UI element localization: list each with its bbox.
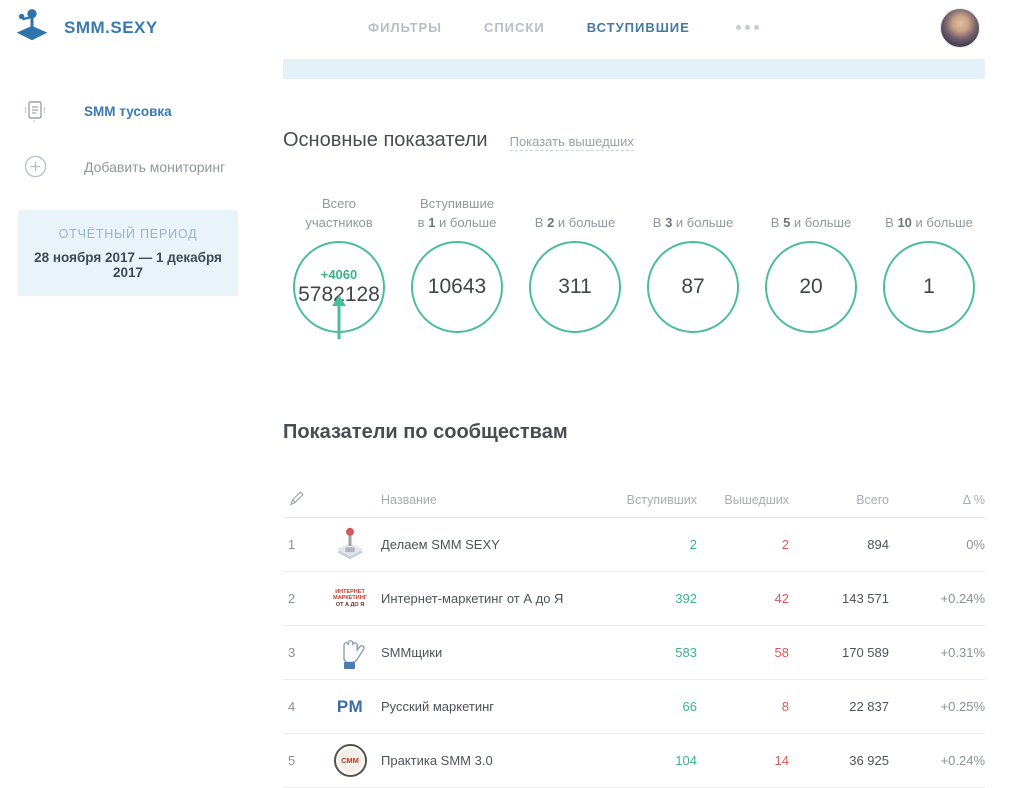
report-period-range: 28 ноября 2017 — 1 декабря 2017: [28, 250, 228, 280]
stat-label: В 3 и больше: [637, 194, 749, 232]
report-icon: [22, 99, 48, 123]
community-name[interactable]: Делаем SMM SEXY: [381, 537, 609, 552]
joined-count: 66: [609, 699, 697, 714]
stats-circles-row: Всегоучастников +40605782128 Вступившиев …: [283, 194, 985, 333]
delta-percent: +0.24%: [889, 591, 985, 606]
joined-count: 104: [609, 753, 697, 768]
table-row[interactable]: 1 Делаем SMM SEXY228940%: [283, 518, 985, 572]
section-title-communities: Показатели по сообществам: [283, 421, 985, 444]
left-count: 14: [697, 753, 789, 768]
up-arrow-icon: [330, 293, 348, 344]
app-logo[interactable]: SMM.SEXY: [0, 7, 280, 48]
table-row[interactable]: 5СММПрактика SMM 3.01041436 925+0.24%: [283, 734, 985, 788]
smm-badge-logo: СММ: [319, 744, 381, 777]
stat-circle: 311: [529, 241, 621, 333]
stat-circle: 87: [647, 241, 739, 333]
sidebar-item-label: Добавить мониторинг: [84, 159, 225, 175]
stat-circle: 20: [765, 241, 857, 333]
tab-lists[interactable]: СПИСКИ: [484, 20, 545, 35]
stat-value: 87: [681, 275, 704, 299]
stat-value: 20: [799, 275, 822, 299]
stat-value: 1: [923, 275, 935, 299]
stat-circle-block: В 2 и больше 311: [519, 194, 631, 333]
row-number: 4: [283, 699, 319, 714]
stat-circle-block: В 3 и больше 87: [637, 194, 749, 333]
glove-community-icon: [319, 635, 381, 671]
stat-growth-badge: +4060: [321, 267, 358, 282]
total-count: 143 571: [789, 591, 889, 606]
plus-circle-icon: [22, 155, 48, 178]
more-menu-icon[interactable]: [732, 21, 763, 34]
col-header-name[interactable]: Название: [381, 493, 609, 507]
sidebar-item-smm-tusovka[interactable]: SMM тусовка: [0, 99, 283, 123]
stat-circle-block: Вступившиев 1 и больше 10643: [401, 194, 513, 333]
stat-circle: 10643: [411, 241, 503, 333]
stat-circle: 1: [883, 241, 975, 333]
joystick-community-icon: [319, 527, 381, 563]
joystick-logo-icon: [14, 7, 50, 48]
communities-table: Название Вступивших Вышедших Всего Δ % 1…: [283, 482, 985, 788]
stat-circle-block: Всегоучастников +40605782128: [283, 194, 395, 333]
stat-value: 10643: [428, 275, 486, 299]
stat-label: В 10 и больше: [873, 194, 985, 232]
community-name[interactable]: Интернет-маркетинг от А до Я: [381, 591, 609, 606]
row-number: 3: [283, 645, 319, 660]
notification-bar: [283, 59, 985, 79]
edit-pencil-icon[interactable]: [283, 490, 319, 510]
joined-count: 2: [609, 537, 697, 552]
row-number: 1: [283, 537, 319, 552]
stat-value: 311: [558, 275, 591, 299]
show-left-users-link[interactable]: Показать вышедших: [510, 134, 634, 151]
table-header-row: Название Вступивших Вышедших Всего Δ %: [283, 482, 985, 518]
delta-percent: +0.24%: [889, 753, 985, 768]
left-count: 42: [697, 591, 789, 606]
col-header-total[interactable]: Всего: [789, 493, 889, 507]
user-avatar[interactable]: [940, 8, 980, 48]
sidebar-item-label: SMM тусовка: [84, 104, 172, 119]
report-period-title: ОТЧЁТНЫЙ ПЕРИОД: [28, 227, 228, 241]
section-title-key-metrics: Основные показатели: [283, 129, 488, 152]
joined-count: 583: [609, 645, 697, 660]
table-row[interactable]: 4РМРусский маркетинг66822 837+0.25%: [283, 680, 985, 734]
delta-percent: +0.31%: [889, 645, 985, 660]
left-count: 2: [697, 537, 789, 552]
col-header-left[interactable]: Вышедших: [697, 493, 789, 507]
tab-joined[interactable]: ВСТУПИВШИЕ: [587, 20, 690, 35]
row-number: 2: [283, 591, 319, 606]
app-header: SMM.SEXY ФИЛЬТРЫ СПИСКИ ВСТУПИВШИЕ: [0, 0, 1024, 55]
delta-percent: +0.25%: [889, 699, 985, 714]
col-header-delta[interactable]: Δ %: [889, 493, 985, 507]
logo-text: SMM.SEXY: [64, 18, 158, 38]
community-name[interactable]: Практика SMM 3.0: [381, 753, 609, 768]
sidebar: SMM тусовка Добавить мониторинг ОТЧЁТНЫЙ…: [0, 55, 283, 788]
stat-label: В 2 и больше: [519, 194, 631, 232]
community-name[interactable]: SMMщики: [381, 645, 609, 660]
row-number: 5: [283, 753, 319, 768]
community-name[interactable]: Русский маркетинг: [381, 699, 609, 714]
table-row[interactable]: 3 SMMщики58358170 589+0.31%: [283, 626, 985, 680]
delta-percent: 0%: [889, 537, 985, 552]
stat-circle: +40605782128: [293, 241, 385, 333]
internet-marketing-logo: ИНТЕРНЕТМАРКЕТИНГОТ А ДО Я: [319, 589, 381, 609]
stat-label: Всегоучастников: [283, 194, 395, 232]
pm-logo: РМ: [319, 697, 381, 717]
report-period-box[interactable]: ОТЧЁТНЫЙ ПЕРИОД 28 ноября 2017 — 1 декаб…: [18, 210, 238, 296]
stat-circle-block: В 5 и больше 20: [755, 194, 867, 333]
tab-filters[interactable]: ФИЛЬТРЫ: [368, 20, 442, 35]
left-count: 58: [697, 645, 789, 660]
left-count: 8: [697, 699, 789, 714]
stat-label: В 5 и больше: [755, 194, 867, 232]
total-count: 894: [789, 537, 889, 552]
sidebar-item-add-monitoring[interactable]: Добавить мониторинг: [0, 155, 283, 178]
joined-count: 392: [609, 591, 697, 606]
total-count: 36 925: [789, 753, 889, 768]
total-count: 170 589: [789, 645, 889, 660]
stat-label: Вступившиев 1 и больше: [401, 194, 513, 232]
col-header-joined[interactable]: Вступивших: [609, 493, 697, 507]
stat-circle-block: В 10 и больше 1: [873, 194, 985, 333]
table-row[interactable]: 2ИНТЕРНЕТМАРКЕТИНГОТ А ДО ЯИнтернет-марк…: [283, 572, 985, 626]
main-nav: ФИЛЬТРЫ СПИСКИ ВСТУПИВШИЕ: [368, 20, 763, 35]
main-content: Основные показатели Показать вышедших Вс…: [283, 55, 1024, 788]
total-count: 22 837: [789, 699, 889, 714]
